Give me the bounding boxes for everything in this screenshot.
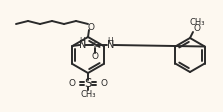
Text: H: H (107, 37, 113, 45)
Text: O: O (92, 52, 99, 60)
Text: O: O (101, 79, 107, 87)
Text: O: O (194, 24, 200, 32)
Text: S: S (84, 76, 92, 89)
Text: C: C (93, 42, 98, 48)
Text: N: N (107, 40, 114, 50)
Text: O: O (87, 23, 95, 31)
Text: CH₃: CH₃ (80, 89, 96, 98)
Text: CH₃: CH₃ (189, 17, 205, 27)
Text: N: N (79, 40, 86, 50)
Text: O: O (68, 79, 76, 87)
Text: H: H (80, 37, 85, 45)
